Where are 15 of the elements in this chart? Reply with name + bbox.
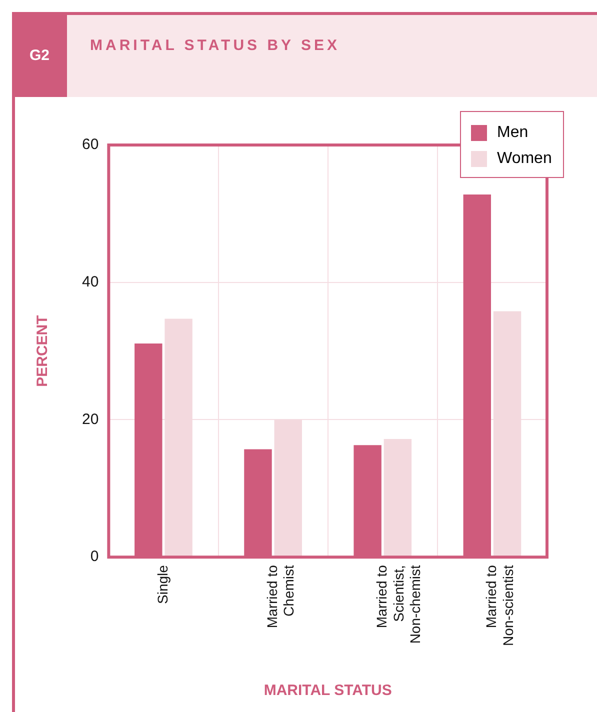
legend-label: Men xyxy=(497,124,528,142)
chart-title: MARITAL STATUS BY SEX xyxy=(90,37,340,54)
x-tick-label: Married to Non-scientist xyxy=(483,564,516,646)
y-tick-label: 60 xyxy=(82,136,99,154)
x-axis-title: MARITAL STATUS xyxy=(264,682,392,700)
x-tick-label: Married to Chemist xyxy=(264,564,297,628)
bar xyxy=(384,438,412,557)
text: G2 xyxy=(12,15,67,97)
x-tick-label: Single xyxy=(154,564,170,604)
y-tick-label: 20 xyxy=(82,410,99,428)
y-tick-label: 40 xyxy=(82,274,99,290)
legend-label: Women xyxy=(497,150,552,168)
y-tick-label: 0 xyxy=(90,548,99,566)
y-axis-title: PERCENT xyxy=(34,315,52,387)
x-tick-label: Married to Scientist, Non-chemist xyxy=(373,564,424,644)
